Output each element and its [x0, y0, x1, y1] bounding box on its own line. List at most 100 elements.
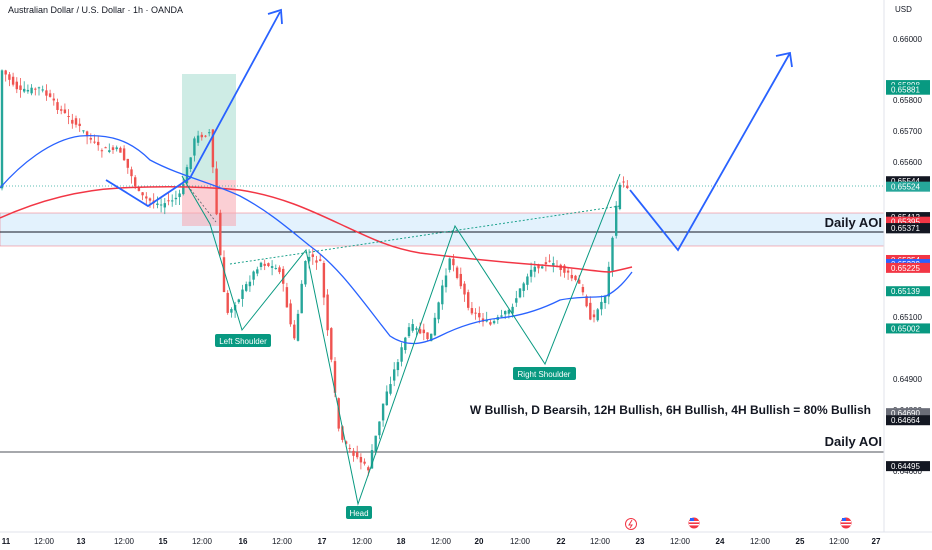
x-tick: 18	[397, 537, 406, 546]
candle	[293, 320, 296, 341]
candle	[4, 69, 7, 82]
svg-text:0.65524: 0.65524	[891, 183, 920, 192]
svg-text:0.65225: 0.65225	[891, 264, 920, 273]
candle	[56, 98, 59, 114]
projection-arrow-forward[interactable]	[629, 51, 793, 252]
candle	[611, 236, 614, 277]
candle	[455, 265, 459, 280]
candle	[108, 143, 111, 154]
candle	[174, 190, 178, 205]
candle	[289, 299, 292, 327]
candle	[171, 194, 174, 207]
x-tick: 12:00	[192, 537, 213, 546]
candle	[145, 192, 148, 206]
candle	[237, 298, 240, 304]
x-tick: 24	[716, 537, 725, 546]
candle	[566, 267, 570, 280]
candle	[256, 266, 259, 277]
us-flag-event-icon[interactable]	[840, 517, 852, 529]
us-flag-event-icon[interactable]	[688, 517, 700, 529]
candle	[470, 301, 474, 316]
candle	[522, 281, 525, 298]
candle	[426, 332, 429, 341]
candle	[89, 133, 92, 144]
candle	[15, 77, 18, 94]
candle	[585, 294, 588, 308]
right-shoulder-label: Right Shoulder	[513, 367, 576, 380]
bias-annotation: W Bullish, D Bearsih, 12H Bullish, 6H Bu…	[470, 403, 871, 417]
svg-text:0.65395: 0.65395	[891, 218, 920, 227]
candle	[111, 145, 115, 154]
candle	[422, 323, 425, 341]
aoi-zone	[0, 212, 885, 247]
candle	[418, 322, 422, 335]
currency-label[interactable]: USD	[895, 5, 912, 14]
candle	[311, 247, 314, 265]
x-tick: 13	[77, 537, 86, 546]
x-tick: 12:00	[352, 537, 373, 546]
price-badge: 0.65524	[886, 181, 930, 192]
x-tick: 23	[636, 537, 645, 546]
candle	[104, 146, 107, 149]
svg-text:0.65139: 0.65139	[891, 287, 920, 296]
candle	[178, 189, 181, 205]
candle	[300, 280, 303, 314]
candle	[159, 198, 163, 213]
candle	[285, 282, 289, 308]
candle	[515, 290, 518, 307]
candle	[26, 84, 30, 94]
y-tick: 0.65800	[893, 96, 922, 105]
candle	[322, 260, 326, 306]
candle	[248, 275, 252, 292]
neckline	[229, 205, 621, 265]
y-tick: 0.64600	[893, 467, 922, 476]
left-shoulder-label: Left Shoulder	[215, 334, 271, 347]
candle	[481, 312, 485, 327]
candle	[126, 158, 129, 174]
candle	[141, 192, 144, 201]
candle	[574, 274, 577, 282]
candle	[189, 157, 192, 173]
price-badge: 0.65139	[886, 286, 930, 297]
candle	[433, 312, 437, 337]
y-tick: 0.65100	[893, 313, 922, 322]
candle	[622, 176, 625, 188]
candle	[115, 145, 118, 152]
head-text: Head	[349, 509, 368, 518]
candle	[245, 281, 248, 293]
candle	[274, 264, 277, 270]
candle	[441, 279, 444, 310]
left-shoulder-text: Left Shoulder	[219, 337, 267, 346]
x-tick: 22	[557, 537, 566, 546]
candle	[63, 103, 67, 115]
x-tick: 27	[872, 537, 881, 546]
x-tick: 12:00	[670, 537, 691, 546]
y-tick: 0.65600	[893, 158, 922, 167]
candle	[526, 273, 529, 291]
projection-arrow-past[interactable]	[105, 8, 283, 208]
price-badge: 0.64690	[886, 408, 930, 419]
candle	[396, 359, 400, 377]
candle	[304, 260, 307, 287]
candle	[348, 444, 351, 453]
candle	[48, 89, 52, 98]
candle	[319, 254, 322, 262]
candle	[208, 129, 211, 137]
candle	[548, 254, 551, 263]
candle	[589, 296, 592, 321]
y-tick: 0.66000	[893, 35, 922, 44]
candle	[163, 198, 166, 215]
candle	[156, 196, 159, 209]
candle	[278, 265, 281, 275]
candlestick-series	[0, 69, 629, 477]
candle	[326, 289, 329, 336]
candle	[23, 81, 26, 94]
lightning-event-icon[interactable]	[625, 518, 637, 530]
candle	[241, 284, 244, 307]
price-badge: 0.65371	[886, 223, 930, 234]
candle	[52, 93, 55, 106]
candle	[378, 421, 381, 440]
x-tick: 12:00	[750, 537, 771, 546]
candle	[492, 319, 496, 325]
